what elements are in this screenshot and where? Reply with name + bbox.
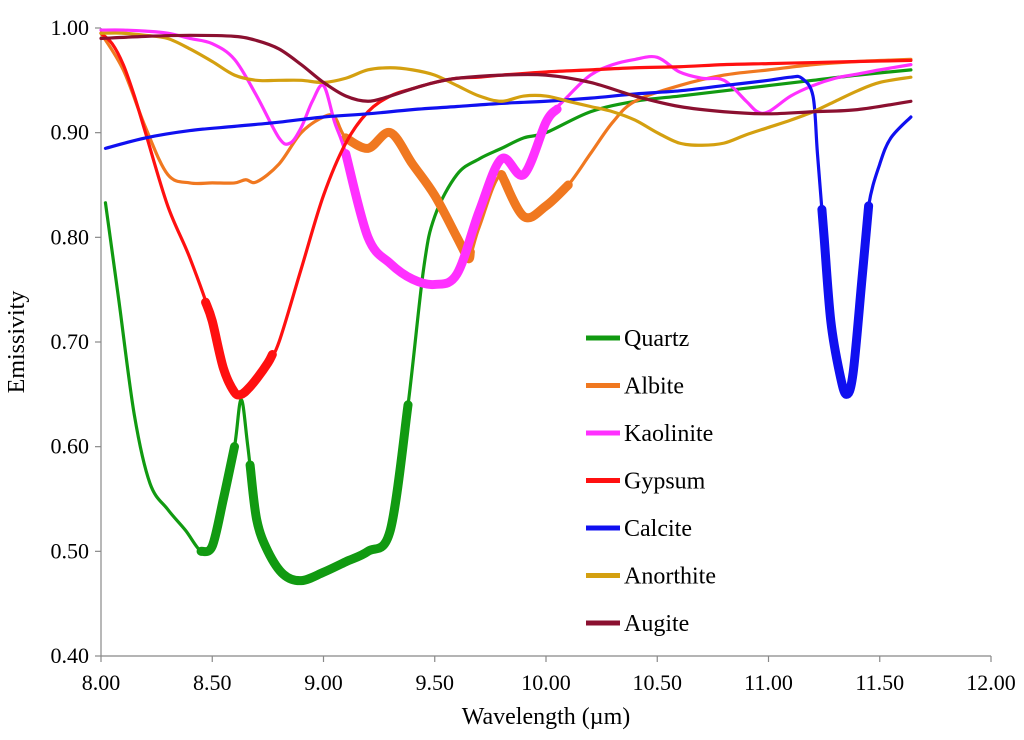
x-tick-label: 12.00: [966, 670, 1016, 695]
legend-label-anorthite: Anorthite: [624, 564, 716, 590]
y-axis-title: Emissivity: [4, 291, 30, 394]
x-ticks: 8.00 8.50 9.00 9.50 10.00 10.50 11.00 11.50 12.0…: [82, 656, 1016, 695]
x-tick-label: 10.00: [521, 670, 571, 695]
series-line-gypsum: [99, 31, 913, 397]
y-tick-label: 0.70: [51, 329, 90, 354]
x-tick-label: 8.00: [82, 670, 121, 695]
legend-label-kaolinite: Kaolinite: [624, 421, 713, 447]
plot-area: 8.00 8.50 9.00 9.50 10.00 10.50 11.00 11.50 12.0…: [51, 15, 1016, 695]
series-highlight-quartz: [196, 442, 239, 557]
x-tick-label: 9.00: [304, 670, 343, 695]
y-tick-label: 0.90: [51, 120, 90, 145]
series-highlight-calcite: [817, 201, 874, 399]
x-tick-label: 9.50: [416, 670, 455, 695]
legend-label-calcite: Calcite: [624, 516, 692, 542]
series-gypsum: [99, 31, 913, 400]
x-tick-label: 10.50: [633, 670, 683, 695]
legend-label-gypsum: Gypsum: [624, 469, 706, 495]
series-highlight-quartz: [245, 400, 413, 586]
legend-label-albite: Albite: [624, 374, 684, 400]
x-tick-label: 8.50: [193, 670, 232, 695]
x-tick-label: 11.50: [855, 670, 904, 695]
y-tick-label: 0.40: [51, 643, 90, 668]
y-tick-label: 0.50: [51, 538, 90, 563]
series-highlight-kaolinite: [341, 104, 562, 290]
series-highlight-gypsum: [201, 297, 277, 400]
series-line-anorthite: [99, 31, 913, 147]
series-layer: [99, 28, 913, 586]
series-anorthite: [99, 31, 913, 147]
y-ticks: 0.40 0.50 0.60 0.70 0.80 0.90 1.00: [51, 15, 101, 668]
series-augite: [99, 33, 913, 116]
y-tick-label: 1.00: [51, 15, 90, 40]
x-tick-label: 11.00: [744, 670, 793, 695]
series-calcite: [103, 74, 913, 399]
x-axis-title: Wavelength (µm): [462, 704, 631, 730]
legend-label-quartz: Quartz: [624, 326, 689, 352]
legend-label-augite: Augite: [624, 611, 689, 637]
y-tick-label: 0.80: [51, 224, 90, 249]
series-line-augite: [99, 33, 913, 116]
series-highlight-albite: [497, 170, 573, 223]
y-tick-label: 0.60: [51, 434, 90, 459]
legend: Quartz Albite Kaolinite Gypsum Calcite Anorth…: [586, 326, 716, 637]
